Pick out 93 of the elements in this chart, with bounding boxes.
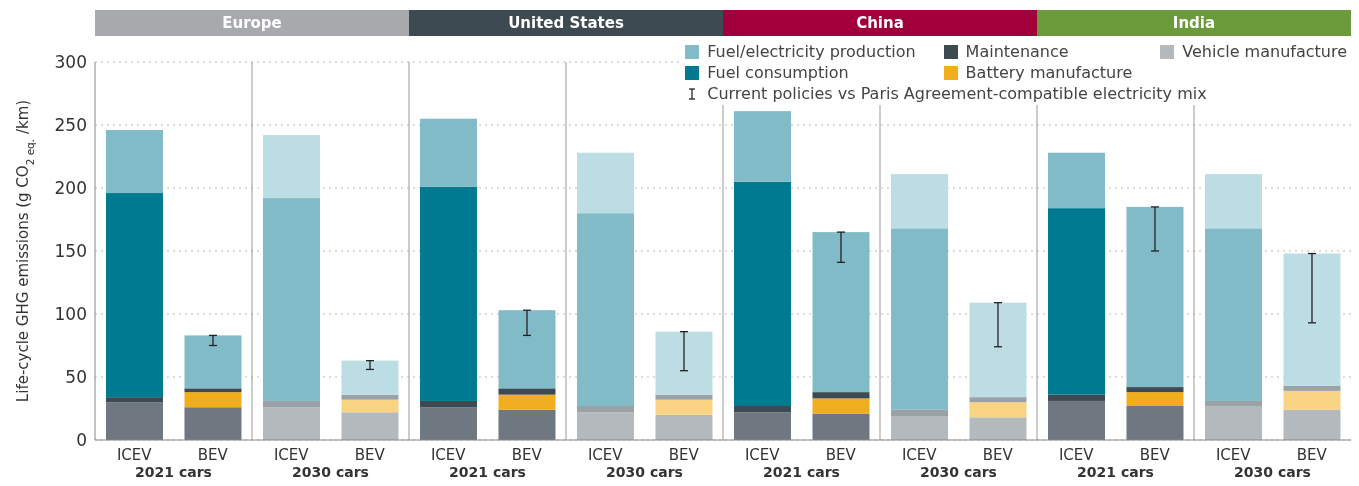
bar	[1047, 208, 1105, 395]
text: 2021 cars	[1077, 464, 1154, 480]
text: 2021 cars	[135, 464, 212, 480]
bar	[184, 407, 242, 440]
bar	[262, 135, 320, 199]
bar	[419, 186, 477, 401]
bar	[1283, 253, 1341, 386]
bar	[1204, 400, 1262, 406]
bar	[576, 412, 634, 440]
x-tick-label: BEV	[354, 446, 386, 464]
bar	[576, 405, 634, 413]
text: 2030 cars	[1234, 464, 1311, 480]
bar	[733, 412, 791, 440]
bar	[1047, 394, 1105, 401]
bar	[655, 399, 713, 415]
bar	[1283, 385, 1341, 391]
text: 2030 cars	[606, 464, 683, 480]
x-tick-label: ICEV	[116, 446, 153, 464]
x-tick-label: BEV	[197, 446, 229, 464]
text: China	[723, 10, 1037, 36]
bar	[419, 407, 477, 440]
bar	[1204, 405, 1262, 440]
y-tick-label: 150	[54, 241, 87, 262]
bar	[262, 407, 320, 440]
x-tick-label: ICEV	[1215, 446, 1252, 464]
bar	[498, 394, 556, 410]
bar	[1283, 390, 1341, 410]
x-tick-label: BEV	[668, 446, 700, 464]
x-tick-label: ICEV	[273, 446, 310, 464]
x-tick-label: ICEV	[744, 446, 781, 464]
x-tick-label: BEV	[1139, 446, 1171, 464]
x-tick-label: ICEV	[1058, 446, 1095, 464]
text: 2030 cars	[292, 464, 369, 480]
y-tick-label: 250	[54, 115, 87, 136]
bar	[812, 398, 870, 414]
bar	[576, 152, 634, 214]
text: 2030 cars	[920, 464, 997, 480]
bar	[1126, 405, 1184, 440]
bar	[341, 394, 399, 400]
y-tick-label: 100	[54, 304, 87, 325]
x-tick-label: BEV	[511, 446, 543, 464]
legend-label: Fuel consumption	[706, 63, 850, 82]
bar	[341, 399, 399, 413]
bar	[969, 302, 1027, 398]
x-tick-label: ICEV	[901, 446, 938, 464]
bar	[969, 417, 1027, 440]
bar	[890, 174, 948, 229]
text: United States	[409, 10, 723, 36]
bar	[184, 392, 242, 408]
bar	[1047, 400, 1105, 440]
bar	[341, 412, 399, 440]
legend-label: Battery manufacture	[964, 63, 1133, 82]
legend-label: Maintenance	[964, 42, 1070, 61]
bar	[262, 400, 320, 408]
bar	[105, 397, 163, 403]
legend-label: Fuel/electricity production	[706, 42, 916, 61]
y-tick-label: 200	[54, 178, 87, 199]
bar	[969, 402, 1027, 418]
bar	[812, 392, 870, 399]
bar	[733, 181, 791, 406]
bar	[655, 331, 713, 395]
x-tick-label: BEV	[825, 446, 857, 464]
bar	[655, 414, 713, 440]
bar	[969, 397, 1027, 403]
bar	[498, 388, 556, 395]
text: 2021 cars	[763, 464, 840, 480]
text: 2021 cars	[449, 464, 526, 480]
y-tick-label: 50	[65, 367, 87, 388]
bar	[105, 402, 163, 440]
bar	[655, 394, 713, 400]
bar	[890, 409, 948, 417]
x-tick-label: ICEV	[587, 446, 624, 464]
annotation: Current policies vs Paris Agreement-compatible electricity mix	[706, 84, 1208, 103]
bar	[890, 416, 948, 440]
legend-label: Vehicle manufacture	[1181, 42, 1347, 61]
bar	[184, 388, 242, 393]
x-tick-label: ICEV	[430, 446, 467, 464]
bar	[1283, 409, 1341, 440]
text: Europe	[95, 10, 409, 36]
bar	[105, 193, 163, 398]
y-tick-label: 0	[76, 430, 87, 451]
x-tick-label: BEV	[982, 446, 1014, 464]
bar	[419, 400, 477, 408]
text: India	[1037, 10, 1351, 36]
bar	[812, 413, 870, 440]
bar	[1204, 174, 1262, 229]
bar	[733, 405, 791, 413]
bar	[1126, 392, 1184, 406]
bar	[341, 360, 399, 395]
x-tick-label: BEV	[1296, 446, 1328, 464]
bar	[1126, 387, 1184, 393]
bar	[498, 409, 556, 440]
y-tick-label: 300	[54, 52, 87, 73]
